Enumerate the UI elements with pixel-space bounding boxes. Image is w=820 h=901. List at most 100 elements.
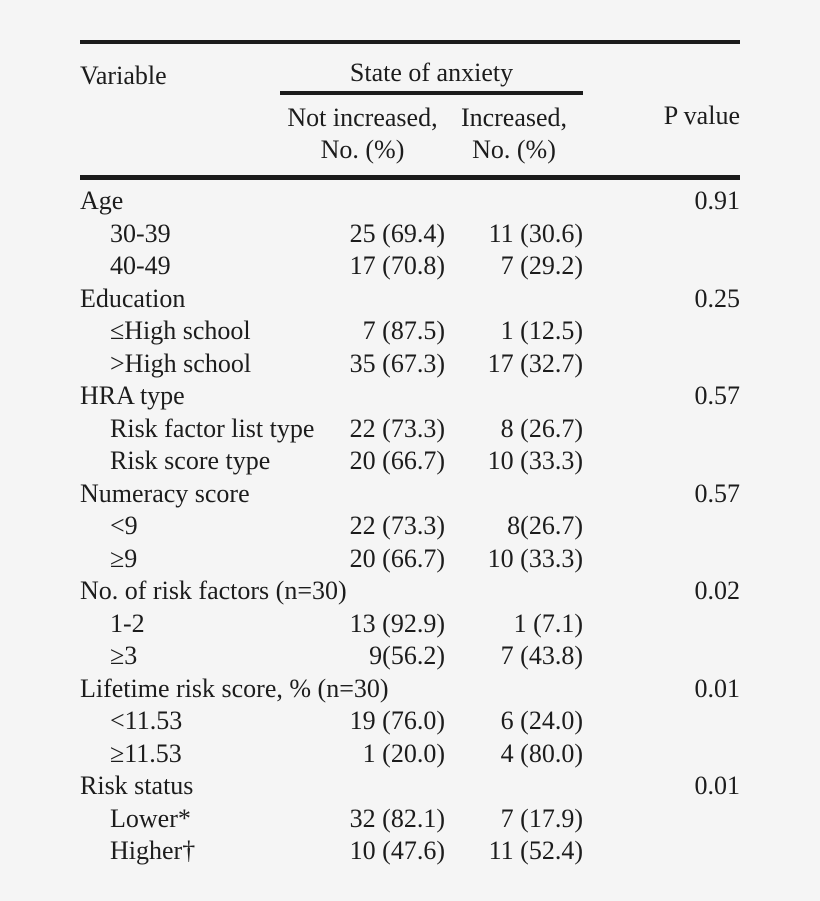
table-header: Variable State of anxiety Not increased,… (80, 42, 740, 180)
table-row: Numeracy score 0.57 (80, 478, 740, 511)
not-increased-cell: 22 (73.3) (349, 413, 445, 443)
variable-cell: Lower* (110, 803, 191, 833)
variable-cell: No. of risk factors (n=30) (80, 576, 347, 605)
increased-cell: 10 (33.3) (487, 543, 583, 573)
not-increased-cell: 20 (66.7) (349, 446, 445, 475)
p-value-cell (583, 315, 740, 348)
not-increased-label-line1: Not increased, (287, 103, 438, 132)
not-increased-cell: 10 (47.6) (349, 836, 445, 865)
not-increased-cell: 35 (67.3) (349, 348, 445, 378)
table-row: 1-2 13 (92.9) 1 (7.1) (80, 608, 740, 641)
not-increased-cell: 32 (82.1) (349, 803, 445, 833)
p-value-cell (583, 218, 740, 251)
variable-cell: Risk factor list type (110, 413, 315, 443)
increased-cell: 17 (32.7) (487, 348, 583, 378)
p-value-cell: 0.25 (694, 283, 741, 313)
variable-cell: ≥11.53 (110, 738, 182, 768)
table-row: Risk factor list type 22 (73.3) 8 (26.7) (80, 413, 740, 446)
increased-cell: 7 (29.2) (500, 251, 583, 280)
p-value-cell (583, 738, 740, 771)
increased-cell: 10 (33.3) (487, 446, 583, 475)
table-row: ≥3 9(56.2) 7 (43.8) (80, 640, 740, 673)
p-value-cell: 0.02 (694, 576, 741, 605)
header-row-columns: Not increased, No. (%) Increased, No. (%… (80, 93, 740, 180)
table-row: 40-49 17 (70.8) 7 (29.2) (80, 250, 740, 283)
not-increased-cell: 25 (69.4) (349, 218, 445, 248)
variable-cell: Higher† (110, 836, 196, 865)
p-value-cell: 0.01 (694, 771, 741, 800)
anxiety-table: Variable State of anxiety Not increased,… (80, 40, 740, 868)
increased-cell: 8 (26.7) (500, 413, 583, 443)
p-value-cell (583, 510, 740, 543)
not-increased-cell: 7 (87.5) (362, 316, 445, 345)
variable-cell: >High school (110, 348, 252, 378)
increased-cell: 11 (30.6) (488, 218, 583, 248)
p-value-cell (583, 348, 740, 381)
increased-cell: 4 (80.0) (500, 738, 583, 768)
table-row: Age 0.91 (80, 178, 740, 218)
variable-cell: ≥3 (110, 641, 138, 670)
not-increased-cell: 9(56.2) (369, 641, 445, 670)
anxiety-table-figure: Variable State of anxiety Not increased,… (80, 40, 740, 868)
p-value-cell: 0.01 (694, 673, 741, 703)
not-increased-label-line2: No. (%) (320, 135, 405, 164)
table-row: Education 0.25 (80, 283, 740, 316)
table-row: ≥11.53 1 (20.0) 4 (80.0) (80, 738, 740, 771)
header-row-group: Variable State of anxiety (80, 42, 740, 95)
not-increased-cell: 20 (66.7) (349, 543, 445, 573)
table-row: Risk score type 20 (66.7) 10 (33.3) (80, 445, 740, 478)
variable-cell: Age (80, 186, 124, 215)
not-increased-cell: 13 (92.9) (349, 608, 445, 638)
table-row: ≤High school 7 (87.5) 1 (12.5) (80, 315, 740, 348)
table-row: Higher† 10 (47.6) 11 (52.4) (80, 835, 740, 868)
variable-column-header: Variable (80, 61, 167, 90)
increased-column-header: Increased, No. (%) (445, 93, 583, 180)
table-row: >High school 35 (67.3) 17 (32.7) (80, 348, 740, 381)
variable-cell: ≥9 (110, 543, 138, 573)
table-row: HRA type 0.57 (80, 380, 740, 413)
variable-cell: 1-2 (110, 608, 145, 638)
not-increased-cell: 17 (70.8) (349, 251, 445, 280)
p-value-cell (583, 413, 740, 446)
variable-cell: Risk status (80, 771, 194, 800)
table-row: Lower* 32 (82.1) 7 (17.9) (80, 803, 740, 836)
increased-cell: 7 (43.8) (500, 641, 583, 670)
table-body: Age 0.91 30-39 25 (69.4) 11 (30.6) 40-49 17 (7… (80, 178, 740, 868)
variable-cell: Lifetime risk score, % (n=30) (80, 673, 389, 703)
variable-cell: ≤High school (110, 316, 251, 345)
p-value-cell (583, 445, 740, 478)
p-value-cell: 0.57 (694, 381, 741, 410)
increased-cell: 1 (12.5) (500, 316, 583, 345)
not-increased-cell: 1 (20.0) (362, 738, 445, 768)
p-value-cell (583, 608, 740, 641)
increased-cell: 11 (52.4) (488, 836, 583, 865)
p-value-cell (583, 705, 740, 738)
not-increased-column-header: Not increased, No. (%) (280, 93, 445, 180)
not-increased-cell: 19 (76.0) (349, 706, 445, 735)
p-value-column-header: P value (583, 93, 740, 180)
p-value-cell (583, 803, 740, 836)
variable-cell: 30-39 (110, 218, 171, 248)
increased-label-line1: Increased, (460, 103, 568, 132)
variable-cell: Risk score type (110, 446, 271, 475)
p-value-cell (583, 640, 740, 673)
p-value-cell: 0.57 (694, 478, 741, 508)
variable-cell: <9 (110, 511, 138, 540)
p-value-cell (583, 835, 740, 868)
variable-cell: HRA type (80, 381, 185, 410)
variable-cell: <11.53 (110, 706, 183, 735)
increased-cell: 7 (17.9) (500, 803, 583, 833)
variable-cell: 40-49 (110, 251, 171, 280)
variable-cell: Education (80, 283, 186, 313)
table-row: Lifetime risk score, % (n=30) 0.01 (80, 673, 740, 706)
table-row: No. of risk factors (n=30) 0.02 (80, 575, 740, 608)
increased-label-line2: No. (%) (472, 135, 556, 164)
table-row: Risk status 0.01 (80, 770, 740, 803)
table-row: <11.53 19 (76.0) 6 (24.0) (80, 705, 740, 738)
table-row: 30-39 25 (69.4) 11 (30.6) (80, 218, 740, 251)
increased-cell: 8(26.7) (507, 511, 583, 540)
header-spacer (583, 42, 740, 93)
not-increased-cell: 22 (73.3) (349, 511, 445, 540)
increased-cell: 1 (7.1) (513, 608, 583, 638)
variable-cell: Numeracy score (80, 478, 250, 508)
